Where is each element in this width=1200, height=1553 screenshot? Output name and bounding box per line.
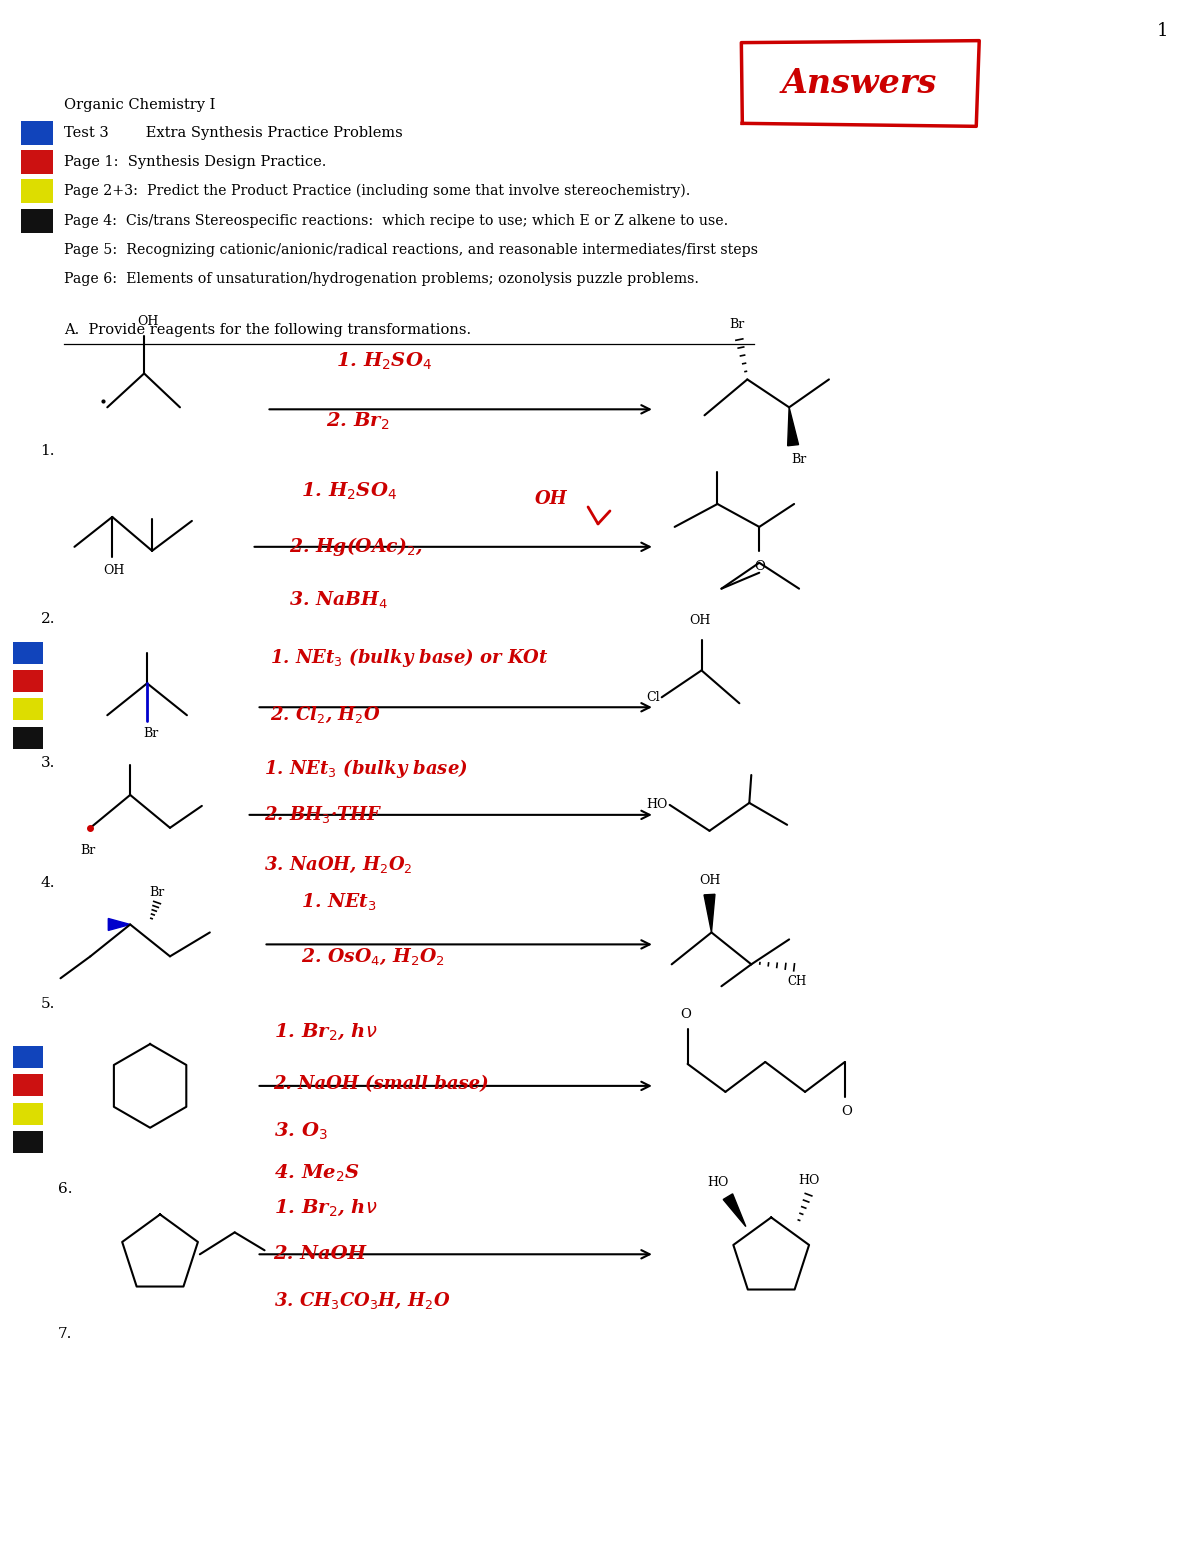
Polygon shape: [787, 407, 798, 446]
Text: Br: Br: [144, 727, 158, 739]
Text: Test 3        Extra Synthesis Practice Problems: Test 3 Extra Synthesis Practice Problems: [65, 126, 403, 140]
Text: 1. NEt$_3$ (bulky base): 1. NEt$_3$ (bulky base): [264, 756, 468, 780]
Text: 3. O$_3$: 3. O$_3$: [274, 1121, 328, 1143]
Text: 2. OsO$_4$, H$_2$O$_2$: 2. OsO$_4$, H$_2$O$_2$: [301, 946, 445, 966]
Text: OH: OH: [103, 564, 125, 578]
Text: 1. H$_2$SO$_4$: 1. H$_2$SO$_4$: [336, 351, 432, 373]
Text: Page 6:  Elements of unsaturation/hydrogenation problems; ozonolysis puzzle prob: Page 6: Elements of unsaturation/hydroge…: [65, 272, 700, 286]
Text: 4. Me$_2$S: 4. Me$_2$S: [274, 1163, 359, 1185]
Text: Cl: Cl: [646, 691, 660, 704]
Text: 1. NEt$_3$: 1. NEt$_3$: [301, 891, 377, 913]
Text: 3.: 3.: [41, 756, 55, 770]
Text: 5.: 5.: [41, 997, 55, 1011]
Text: O: O: [754, 559, 764, 573]
Text: O: O: [841, 1106, 852, 1118]
Text: HO: HO: [647, 798, 667, 811]
Text: 3. NaBH$_4$: 3. NaBH$_4$: [289, 590, 388, 612]
Text: 7.: 7.: [58, 1326, 72, 1340]
Text: Organic Chemistry I: Organic Chemistry I: [65, 98, 216, 112]
Text: 2. Cl$_2$, H$_2$O: 2. Cl$_2$, H$_2$O: [270, 705, 380, 725]
Text: 6.: 6.: [58, 1182, 72, 1196]
Bar: [20, 121, 53, 146]
Text: O: O: [680, 1008, 691, 1020]
Text: 1. H$_2$SO$_4$: 1. H$_2$SO$_4$: [301, 480, 397, 502]
Text: Br: Br: [150, 887, 164, 899]
Text: 2. BH$_3$·THF: 2. BH$_3$·THF: [264, 804, 382, 825]
Polygon shape: [724, 1194, 746, 1227]
Bar: [20, 151, 53, 174]
Text: 1.: 1.: [41, 444, 55, 458]
Text: A.  Provide reagents for the following transformations.: A. Provide reagents for the following tr…: [65, 323, 472, 337]
Polygon shape: [108, 918, 130, 930]
Bar: [13, 1075, 42, 1096]
Text: Page 4:  Cis/trans Stereospecific reactions:  which recipe to use; which E or Z : Page 4: Cis/trans Stereospecific reactio…: [65, 214, 728, 228]
Text: 1. NEt$_3$ (bulky base) or KOt: 1. NEt$_3$ (bulky base) or KOt: [270, 646, 548, 669]
Text: Answers: Answers: [781, 67, 936, 99]
Bar: [13, 671, 42, 693]
Bar: [13, 727, 42, 749]
Bar: [13, 1103, 42, 1124]
Bar: [13, 643, 42, 665]
Text: Page 2+3:  Predict the Product Practice (including some that involve stereochemi: Page 2+3: Predict the Product Practice (…: [65, 183, 691, 199]
Text: Br: Br: [730, 318, 745, 331]
Bar: [20, 179, 53, 203]
Text: 3. NaOH, H$_2$O$_2$: 3. NaOH, H$_2$O$_2$: [264, 854, 413, 874]
Text: 2. Br$_2$: 2. Br$_2$: [326, 410, 390, 432]
Bar: [20, 210, 53, 233]
Bar: [13, 699, 42, 721]
Bar: [13, 1047, 42, 1068]
Text: Br: Br: [80, 843, 96, 857]
Text: HO: HO: [798, 1174, 820, 1186]
Text: 2. NaOH (small base): 2. NaOH (small base): [274, 1075, 490, 1093]
Text: 1. Br$_2$, h$\nu$: 1. Br$_2$, h$\nu$: [274, 1197, 377, 1218]
Text: OH: OH: [138, 315, 158, 328]
Text: 1: 1: [1157, 22, 1168, 40]
Text: 4.: 4.: [41, 876, 55, 890]
Text: Page 5:  Recognizing cationic/anionic/radical reactions, and reasonable intermed: Page 5: Recognizing cationic/anionic/rad…: [65, 242, 758, 256]
Text: 3. CH$_3$CO$_3$H, H$_2$O: 3. CH$_3$CO$_3$H, H$_2$O: [274, 1291, 450, 1311]
Text: Br: Br: [792, 452, 806, 466]
Text: CH: CH: [787, 975, 806, 988]
Polygon shape: [704, 895, 715, 932]
Text: 1. Br$_2$, h$\nu$: 1. Br$_2$, h$\nu$: [274, 1022, 377, 1042]
Text: OH: OH: [698, 874, 720, 887]
Text: 2.: 2.: [41, 612, 55, 626]
Text: OH: OH: [535, 491, 568, 508]
Text: 2. NaOH: 2. NaOH: [274, 1246, 366, 1263]
Text: OH: OH: [689, 613, 710, 626]
Bar: [13, 1131, 42, 1152]
Text: Page 1:  Synthesis Design Practice.: Page 1: Synthesis Design Practice.: [65, 155, 326, 169]
Text: HO: HO: [707, 1176, 728, 1190]
Text: 2. Hg(OAc)$_2$,: 2. Hg(OAc)$_2$,: [289, 536, 422, 559]
